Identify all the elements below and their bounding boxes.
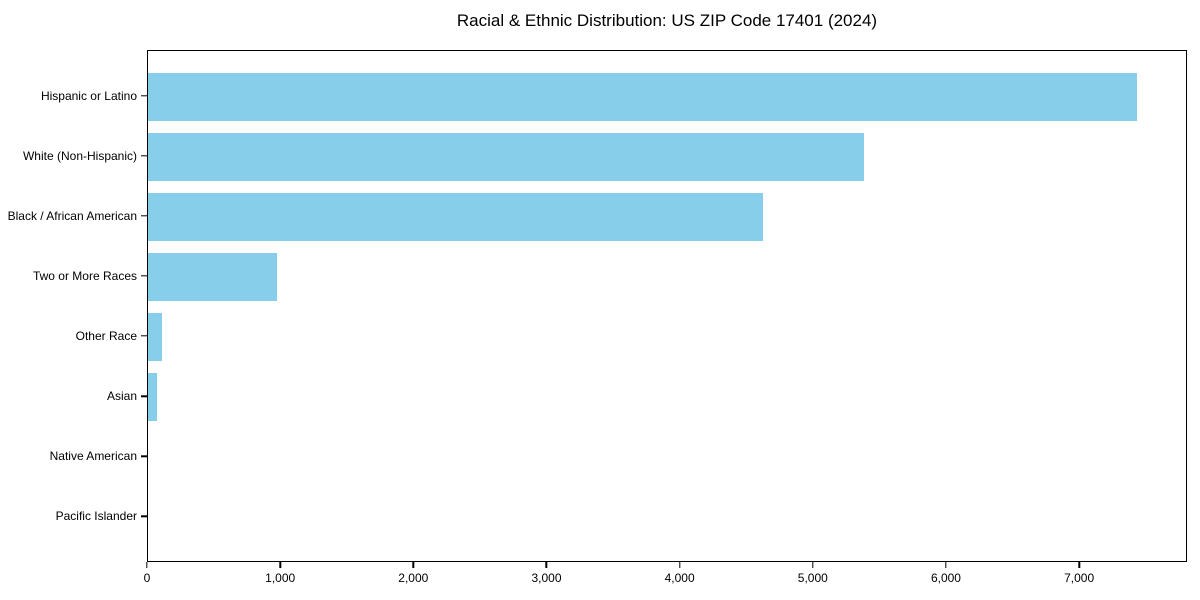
x-tick — [812, 562, 814, 568]
y-tick — [141, 94, 147, 97]
x-tick-label: 3,000 — [531, 571, 562, 585]
x-tick-label: 6,000 — [930, 571, 961, 585]
y-tick — [141, 515, 147, 518]
bar-asian — [148, 373, 157, 422]
y-label-asian: Asian — [106, 389, 137, 404]
x-tick-label: 5,000 — [797, 571, 828, 585]
x-tick — [678, 562, 681, 568]
x-tick — [146, 562, 148, 568]
y-label-native-american: Native American — [49, 449, 137, 464]
bar-white-non-hispanic — [148, 132, 865, 181]
y-label-hispanic-or-latino: Hispanic or Latino — [40, 88, 137, 103]
y-tick — [141, 335, 147, 337]
x-tick — [945, 562, 947, 568]
y-tick — [141, 395, 147, 397]
plot-area — [147, 50, 1187, 562]
x-tick-label: 4,000 — [664, 571, 695, 585]
y-label-two-or-more-races: Two or More Races — [32, 268, 137, 283]
y-tick — [141, 155, 147, 157]
y-label-pacific-islander: Pacific Islander — [55, 509, 137, 524]
y-label-white-non-hispanic: White (Non-Hispanic) — [22, 148, 137, 163]
chart-title: Racial & Ethnic Distribution: US ZIP Cod… — [456, 11, 878, 30]
x-tick — [545, 562, 548, 568]
bar-hispanic-or-latino — [148, 72, 1137, 121]
x-tick — [1078, 562, 1080, 568]
x-tick-label: 0 — [143, 571, 151, 585]
x-tick-label: 7,000 — [1064, 571, 1095, 585]
bar-other-race — [148, 313, 162, 362]
y-label-black-african-american: Black / African American — [7, 208, 137, 223]
y-tick — [141, 455, 147, 457]
x-tick — [412, 562, 415, 568]
y-label-other-race: Other Race — [75, 329, 137, 344]
x-tick — [279, 562, 281, 568]
y-tick — [141, 275, 147, 277]
bar-black-african-american — [148, 192, 764, 241]
x-tick-label: 1,000 — [265, 571, 296, 585]
x-tick-label: 2,000 — [398, 571, 429, 585]
bar-two-or-more-races — [148, 252, 277, 301]
y-tick — [141, 215, 147, 217]
